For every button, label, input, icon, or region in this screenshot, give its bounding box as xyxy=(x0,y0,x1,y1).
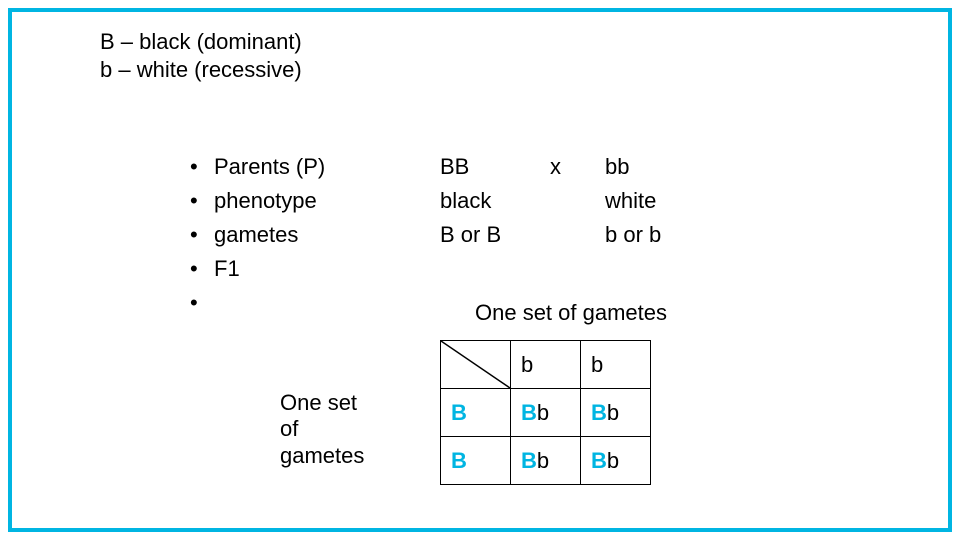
bullet-text: F1 xyxy=(214,252,240,286)
recessive-allele: b xyxy=(537,400,549,425)
one-set-line: gametes xyxy=(280,443,390,469)
bullet-icon: • xyxy=(190,252,214,286)
cross-parent-right: bb xyxy=(605,150,725,184)
dominant-allele: B xyxy=(451,400,467,425)
cross-pheno-right: white xyxy=(605,184,725,218)
bullet-labels: •Parents (P) •phenotype •gametes •F1 • xyxy=(190,150,325,320)
punnett-cell: Bb xyxy=(581,437,651,485)
one-set-of-gametes-left: One set of gametes xyxy=(280,390,390,469)
recessive-allele: b xyxy=(607,448,619,473)
punnett-cell: Bb xyxy=(581,389,651,437)
one-set-of-gametes-top: One set of gametes xyxy=(475,300,667,326)
cross-x: x xyxy=(550,150,605,184)
dominant-allele: B xyxy=(591,448,607,473)
allele-key-line: b – white (recessive) xyxy=(100,56,302,84)
punnett-square: b b B Bb Bb B Bb Bb xyxy=(440,340,651,485)
recessive-allele: b xyxy=(607,400,619,425)
punnett-row-header: B xyxy=(441,389,511,437)
allele-key-line: B – black (dominant) xyxy=(100,28,302,56)
list-item: •phenotype xyxy=(190,184,325,218)
allele-key: B – black (dominant) b – white (recessiv… xyxy=(100,28,302,83)
cross-parent-left: BB xyxy=(440,150,550,184)
list-item: •Parents (P) xyxy=(190,150,325,184)
punnett-cell: Bb xyxy=(511,389,581,437)
list-item: •gametes xyxy=(190,218,325,252)
bullet-text: Parents (P) xyxy=(214,150,325,184)
list-item: •F1 xyxy=(190,252,325,286)
one-set-line: of xyxy=(280,416,390,442)
diagonal-icon xyxy=(441,341,510,388)
dominant-allele: B xyxy=(521,448,537,473)
bullet-text: phenotype xyxy=(214,184,317,218)
cross-pheno-left: black xyxy=(440,184,550,218)
cross-gamete-right: b or b xyxy=(605,218,725,252)
punnett-cell: Bb xyxy=(511,437,581,485)
bullet-icon: • xyxy=(190,150,214,184)
bullet-icon: • xyxy=(190,184,214,218)
cross-blank xyxy=(550,218,605,252)
punnett-col-header: b xyxy=(511,341,581,389)
dominant-allele: B xyxy=(591,400,607,425)
punnett-corner xyxy=(441,341,511,389)
bullet-icon: • xyxy=(190,218,214,252)
punnett-row-header: B xyxy=(441,437,511,485)
list-item: • xyxy=(190,286,325,320)
bullet-text: gametes xyxy=(214,218,298,252)
cross-blank xyxy=(550,184,605,218)
dominant-allele: B xyxy=(451,448,467,473)
one-set-line: One set xyxy=(280,390,390,416)
cross-block: BB x bb black white B or B b or b xyxy=(440,150,725,252)
bullet-icon: • xyxy=(190,286,214,320)
punnett-col-header: b xyxy=(581,341,651,389)
recessive-allele: b xyxy=(537,448,549,473)
dominant-allele: B xyxy=(521,400,537,425)
cross-gamete-left: B or B xyxy=(440,218,550,252)
